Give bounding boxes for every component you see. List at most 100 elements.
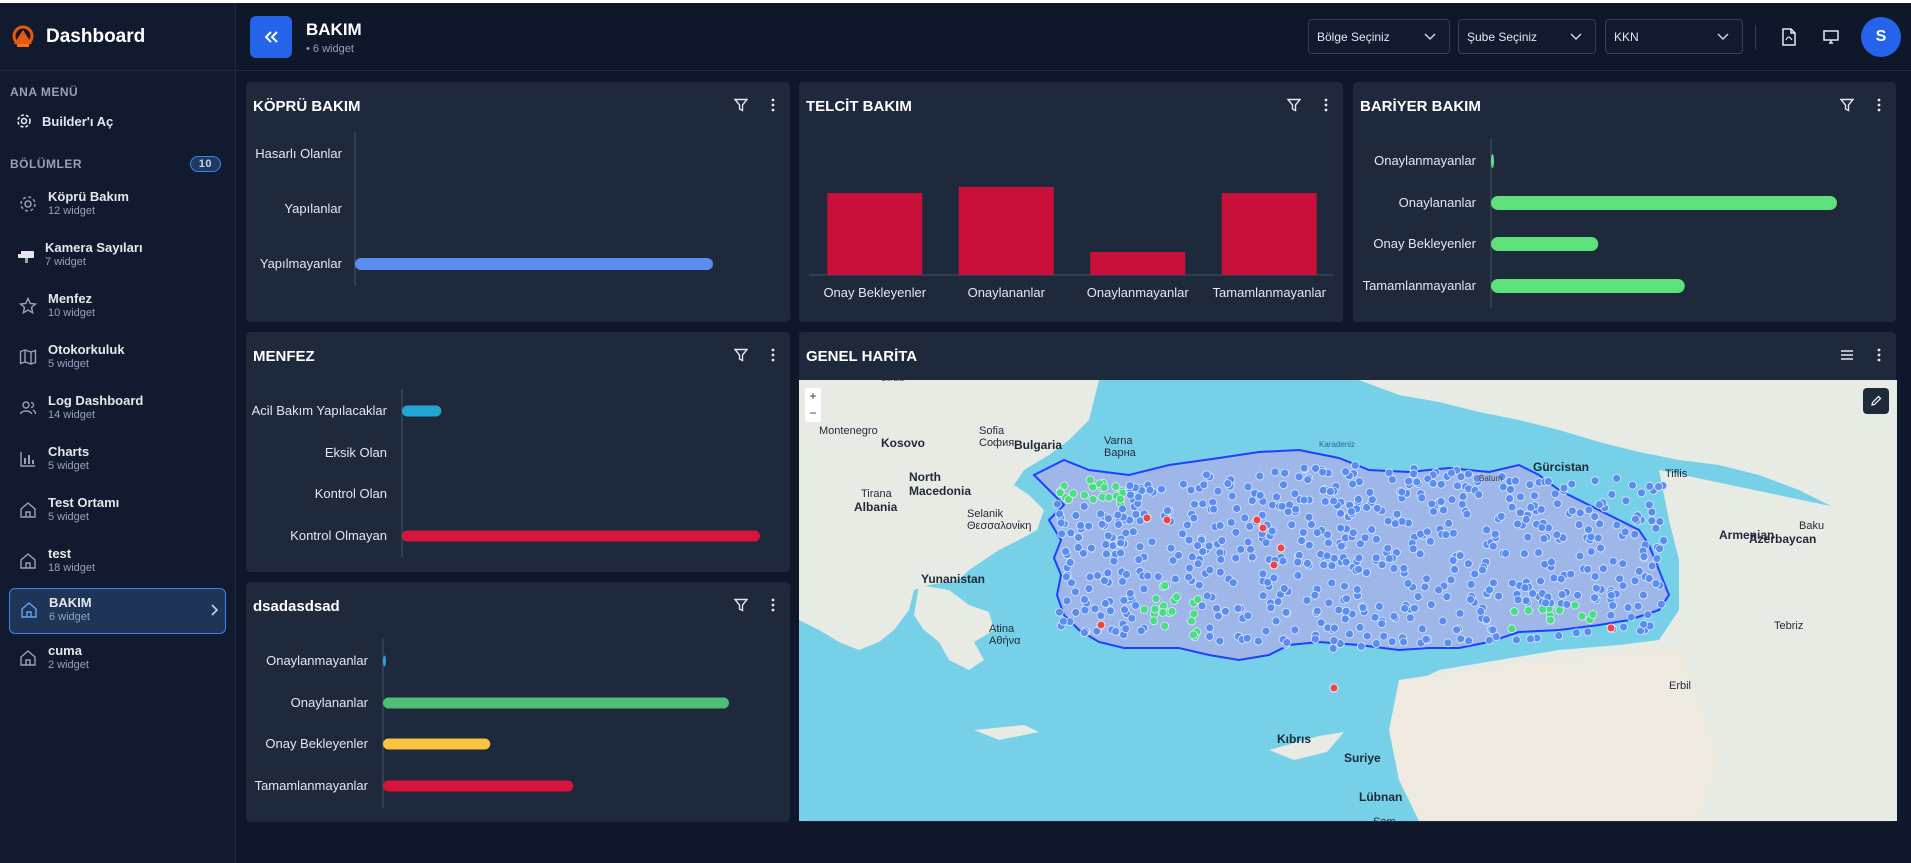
map-marker[interactable] (1631, 514, 1640, 524)
map-marker[interactable] (1198, 499, 1208, 509)
map-marker[interactable] (1304, 540, 1314, 550)
map-marker[interactable] (1055, 509, 1065, 519)
map-marker[interactable] (1340, 614, 1350, 624)
map-marker[interactable] (1188, 630, 1198, 640)
map-marker[interactable] (1293, 557, 1303, 567)
sidebar-item-menfez[interactable]: Menfez 10 widget (0, 282, 235, 333)
map-marker[interactable] (1372, 503, 1382, 513)
map-marker[interactable] (1491, 632, 1501, 642)
map-marker[interactable] (1588, 610, 1598, 619)
map-marker[interactable] (1281, 607, 1291, 617)
map-marker[interactable] (1618, 559, 1628, 569)
map-marker[interactable] (1441, 530, 1451, 540)
bar[interactable] (383, 780, 574, 792)
map-marker[interactable] (1326, 487, 1335, 496)
bar[interactable] (1090, 252, 1186, 275)
map-marker[interactable] (1245, 522, 1255, 531)
map-marker[interactable] (1073, 542, 1083, 552)
map-marker[interactable] (1178, 479, 1188, 489)
map-marker[interactable] (1404, 476, 1414, 486)
map-marker[interactable] (1070, 587, 1080, 597)
map-marker[interactable] (1620, 527, 1630, 537)
map-marker[interactable] (1255, 471, 1265, 481)
map-marker[interactable] (1362, 503, 1371, 512)
map-marker[interactable] (1290, 625, 1300, 635)
map-marker[interactable] (1202, 591, 1212, 601)
map-marker[interactable] (1549, 573, 1559, 583)
map-marker[interactable] (1322, 551, 1332, 561)
map-marker[interactable] (1231, 527, 1241, 537)
map-marker[interactable] (1596, 543, 1605, 553)
map-marker[interactable] (1354, 564, 1363, 574)
map-marker[interactable] (1177, 529, 1187, 539)
map-marker[interactable] (1084, 584, 1094, 594)
map-marker[interactable] (1057, 529, 1067, 539)
map-marker[interactable] (1228, 578, 1238, 588)
sidebar-item-test[interactable]: test 18 widget (0, 537, 235, 588)
map-marker[interactable] (1546, 615, 1555, 625)
map-marker[interactable] (1330, 623, 1339, 633)
map-marker[interactable] (1550, 489, 1560, 499)
map-marker[interactable] (1524, 606, 1533, 615)
map-marker[interactable] (1167, 606, 1177, 616)
map-marker[interactable] (1652, 554, 1662, 564)
sidebar-item-otokorkuluk[interactable]: Otokorkuluk 5 widget (0, 333, 235, 384)
map-marker[interactable] (1647, 561, 1657, 571)
map-marker[interactable] (1488, 625, 1498, 635)
map-marker[interactable] (1111, 626, 1121, 636)
map-marker[interactable] (1064, 495, 1073, 504)
map-marker[interactable] (1111, 482, 1121, 491)
map-marker[interactable] (1327, 561, 1337, 571)
map-marker[interactable] (1320, 497, 1330, 506)
map-marker[interactable] (1462, 509, 1472, 519)
map-marker[interactable] (1139, 605, 1149, 615)
map-marker[interactable] (1494, 591, 1504, 601)
map-marker[interactable] (1160, 621, 1170, 631)
map-marker[interactable] (1654, 482, 1663, 491)
list-icon[interactable] (1840, 348, 1854, 362)
map-marker[interactable] (1213, 486, 1223, 496)
map-marker[interactable] (1390, 519, 1400, 529)
map-marker[interactable] (1362, 631, 1372, 641)
map-marker[interactable] (1310, 590, 1320, 600)
map-marker[interactable] (1456, 634, 1466, 644)
map-marker[interactable] (1607, 490, 1617, 499)
map-marker[interactable] (1304, 512, 1314, 522)
map-marker[interactable] (1643, 610, 1653, 620)
map-marker[interactable] (1421, 634, 1431, 644)
map-marker[interactable] (1645, 481, 1654, 491)
map-marker[interactable] (1246, 544, 1256, 554)
map-marker[interactable] (1355, 622, 1365, 632)
map-marker[interactable] (1193, 559, 1203, 569)
map-marker[interactable] (1523, 532, 1533, 542)
map-marker[interactable] (1318, 485, 1328, 495)
map-marker[interactable] (1655, 517, 1665, 526)
map-marker[interactable] (1223, 479, 1233, 488)
map-marker[interactable] (1594, 500, 1604, 509)
map-marker[interactable] (1184, 572, 1194, 582)
map-marker[interactable] (1630, 529, 1640, 539)
map-marker[interactable] (1446, 575, 1456, 585)
map-marker[interactable] (1199, 480, 1209, 490)
map-marker[interactable] (1388, 475, 1397, 485)
map-marker[interactable] (1153, 572, 1163, 582)
map-marker[interactable] (1194, 580, 1204, 590)
map-marker[interactable] (1255, 490, 1265, 500)
map-marker[interactable] (1080, 490, 1089, 500)
map-marker[interactable] (1058, 616, 1068, 626)
map-marker[interactable] (1205, 623, 1215, 633)
map-marker[interactable] (1145, 485, 1155, 495)
map-marker[interactable] (1399, 563, 1409, 573)
pdf-export-icon[interactable] (1779, 27, 1799, 47)
map-marker[interactable] (1190, 499, 1199, 509)
map-marker[interactable] (1100, 576, 1109, 586)
map-marker[interactable] (1371, 553, 1381, 563)
map-marker[interactable] (1294, 472, 1304, 482)
map-marker[interactable] (1655, 544, 1664, 554)
map-marker[interactable] (1554, 631, 1564, 641)
map-marker[interactable] (1384, 468, 1394, 478)
map-marker[interactable] (1279, 584, 1289, 594)
map-marker[interactable] (1310, 634, 1320, 644)
map-marker[interactable] (1303, 475, 1313, 485)
map-marker[interactable] (1172, 592, 1182, 602)
